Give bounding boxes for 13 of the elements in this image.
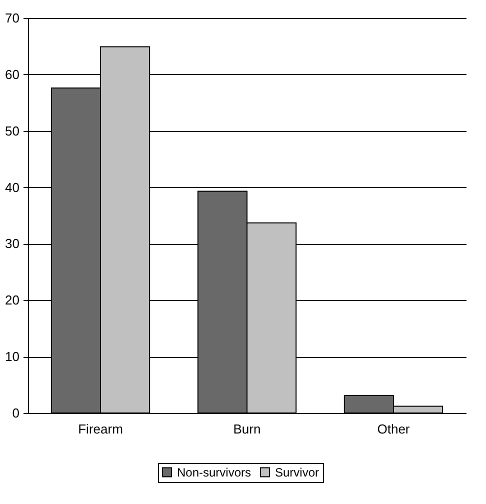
- y-tick-label: 0: [12, 406, 20, 420]
- y-tick-label: 40: [5, 180, 20, 195]
- x-tick-label: Firearm: [78, 422, 123, 436]
- x-tick-label: Burn: [233, 422, 261, 436]
- y-tick-label: 70: [5, 10, 20, 26]
- y-tick-label: 30: [5, 236, 20, 252]
- legend-label: Non-survivors: [177, 465, 252, 480]
- x-tick-label: Other: [377, 422, 410, 436]
- y-tick-label: 50: [5, 123, 20, 138]
- legend-label: Survivor: [275, 465, 320, 480]
- y-tick-label: 20: [5, 292, 20, 308]
- y-tick-label: 60: [5, 66, 20, 82]
- y-tick-label: 10: [5, 349, 20, 364]
